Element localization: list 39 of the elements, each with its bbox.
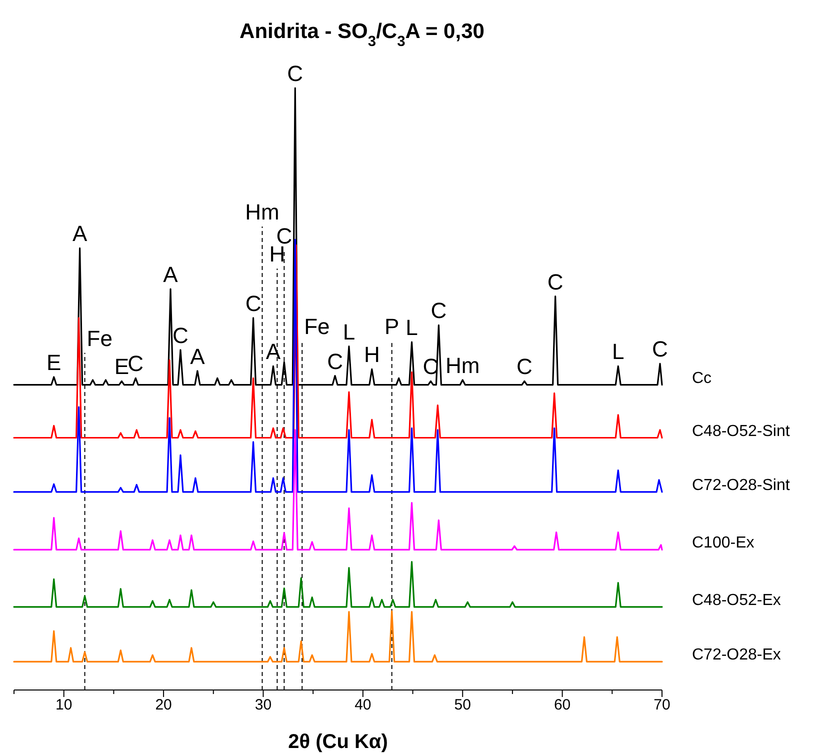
annotation: P: [384, 314, 400, 339]
annotation: C: [245, 290, 262, 316]
annotation: A: [72, 221, 88, 246]
annotation: H: [364, 342, 380, 368]
x-tick-label: 30: [254, 696, 272, 714]
annotation: Fe: [304, 314, 330, 339]
annotation: A: [163, 262, 178, 288]
annotation: C: [128, 351, 144, 376]
series-label: C48-O52-Ex: [692, 592, 781, 609]
annotation: C: [430, 298, 447, 324]
x-axis-title: 2θ (Cu Kα): [288, 731, 388, 753]
annotation: C: [547, 269, 564, 294]
x-tick-label: 20: [155, 696, 172, 714]
annotation: Hm: [245, 199, 280, 224]
annotation: L: [342, 319, 356, 344]
annotation: E: [114, 354, 130, 380]
annotation: E: [46, 350, 62, 375]
annotation: Fe: [86, 326, 112, 351]
annotation: C: [516, 354, 532, 380]
annotation: C: [327, 348, 344, 374]
chart-title: Anidrita - SO$_{3}$/C$_{3}$A = 0,30: [240, 20, 484, 50]
annotation: C: [172, 322, 189, 348]
x-tick-label: 40: [354, 696, 372, 714]
series-label: C48-O52-Sint: [692, 422, 790, 440]
annotation: A: [266, 339, 281, 364]
annotation: L: [406, 315, 418, 340]
annotation: C: [652, 336, 668, 362]
annotation: A: [190, 344, 206, 369]
annotation: L: [612, 339, 624, 364]
x-tick-label: 60: [554, 696, 571, 714]
x-tick-label: 70: [654, 696, 670, 714]
series-label: C72-O28-Sint: [692, 476, 790, 494]
series-label: C72-O28-Ex: [692, 646, 781, 664]
series-label: Cc: [692, 370, 712, 387]
series-label: C100-Ex: [692, 534, 754, 552]
x-tick-label: 10: [56, 696, 72, 714]
x-tick-label: 50: [454, 696, 471, 714]
annotation: C: [287, 61, 304, 86]
annotation: Hm: [446, 352, 480, 378]
